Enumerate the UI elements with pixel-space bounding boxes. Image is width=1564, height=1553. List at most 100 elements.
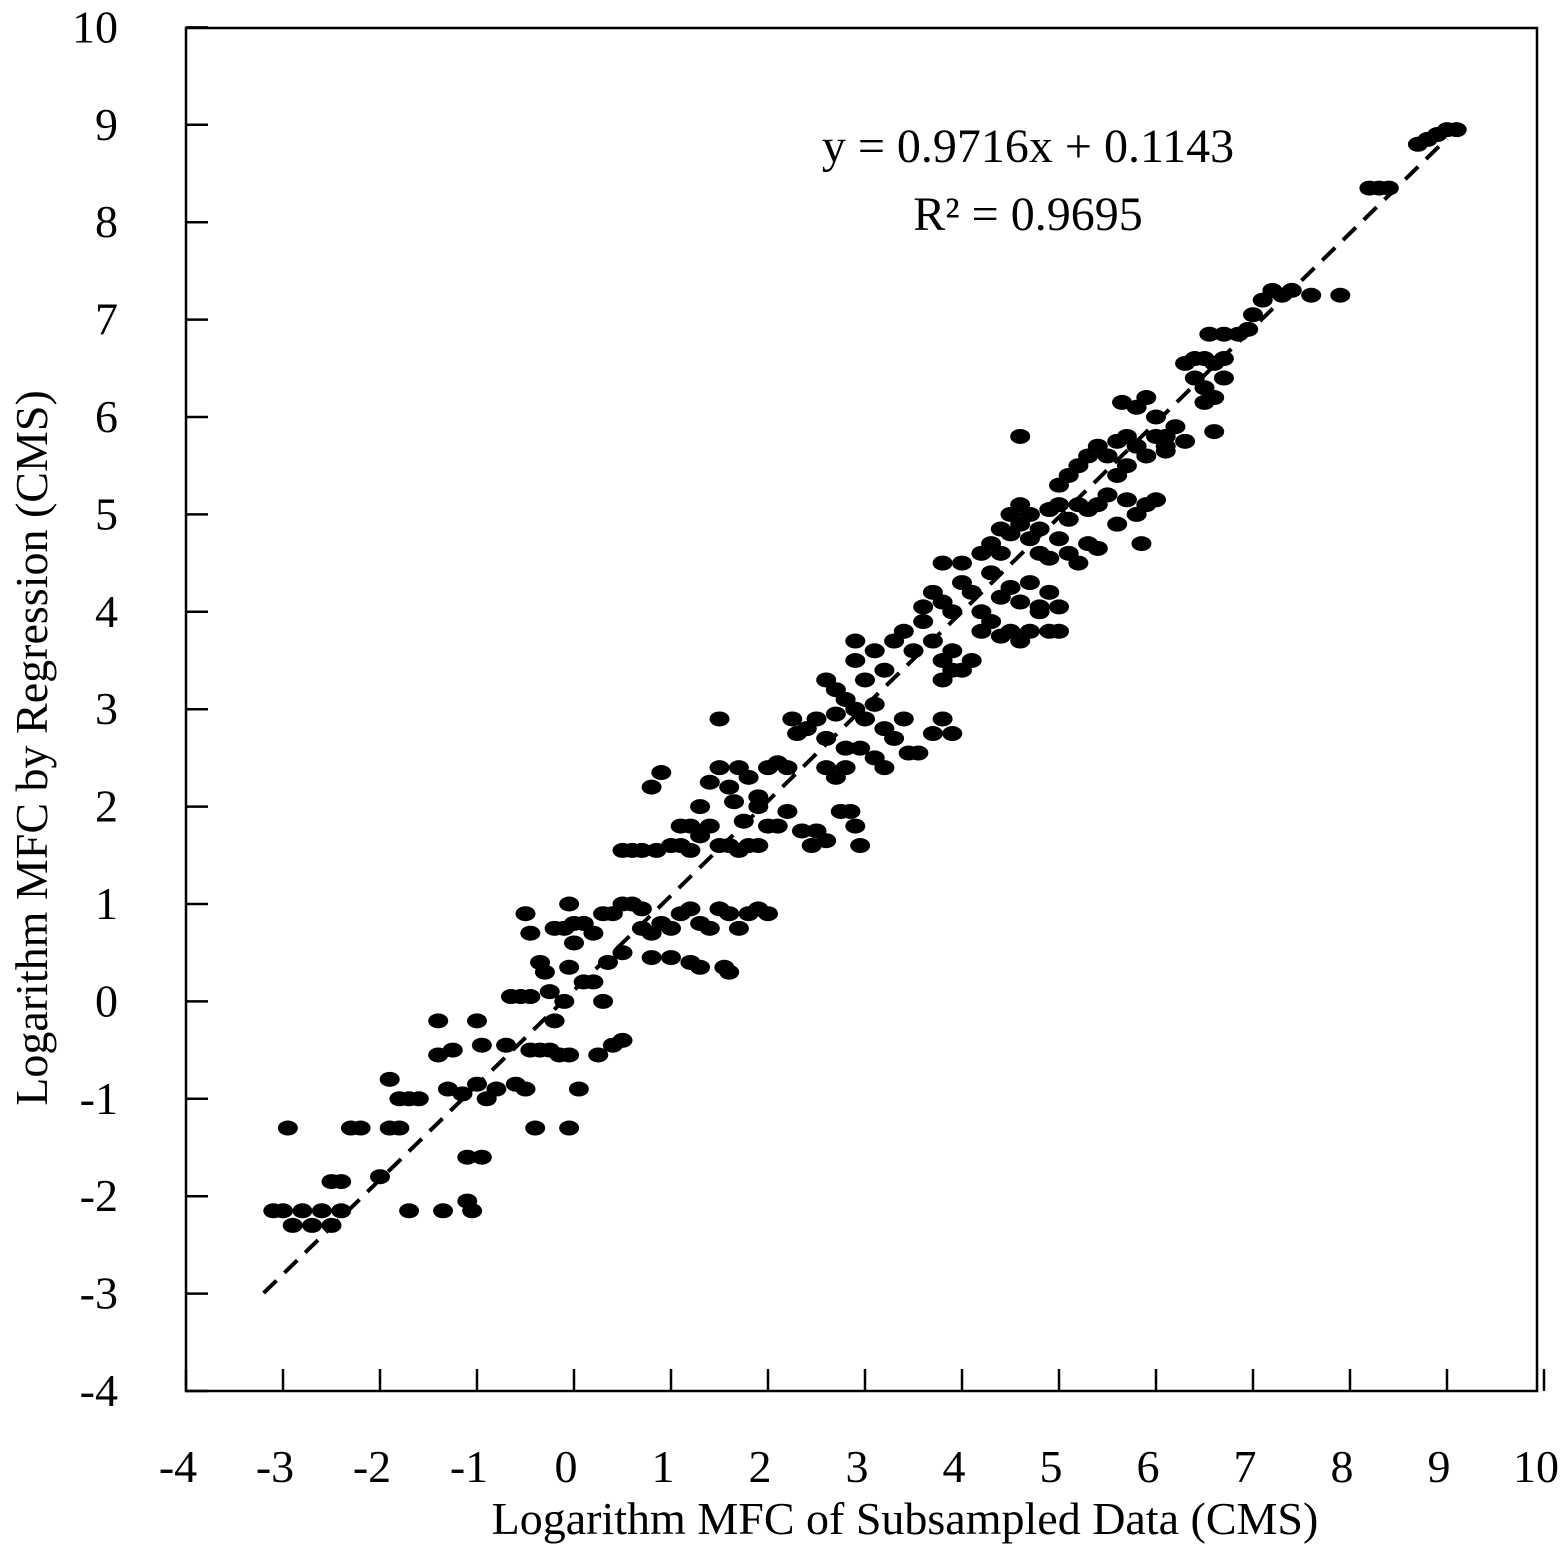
data-point: [661, 920, 681, 936]
data-point: [612, 1032, 633, 1048]
data-point: [1146, 492, 1166, 508]
data-point: [273, 1203, 293, 1219]
data-point: [282, 1217, 303, 1233]
data-point: [1446, 122, 1467, 138]
data-point: [932, 711, 953, 727]
data-point: [1213, 326, 1234, 342]
data-point: [845, 653, 866, 668]
data-point: [719, 964, 740, 980]
data-point: [457, 1149, 478, 1165]
data-point: [845, 633, 866, 649]
data-point: [588, 1047, 609, 1063]
data-point: [1087, 540, 1108, 556]
data-point: [1243, 307, 1263, 323]
data-point: [433, 1203, 454, 1219]
r-squared-label: R² = 0.9695: [913, 188, 1142, 241]
data-point: [782, 711, 803, 727]
data-point: [520, 989, 541, 1005]
x-tick-label: 7: [1234, 1441, 1257, 1492]
data-point: [471, 1037, 492, 1053]
data-points: [263, 122, 1467, 1233]
data-point: [350, 1120, 371, 1136]
y-tick-label: 0: [95, 975, 118, 1026]
y-tick-label: 3: [95, 683, 118, 734]
data-point: [1116, 492, 1137, 508]
data-point: [442, 1042, 463, 1058]
data-point: [1165, 419, 1186, 435]
data-point: [641, 779, 662, 795]
y-tick-label: 8: [95, 196, 118, 247]
x-axis: -4 -3 -2 -1 0 1 2 3 4 5 6 7 8 9 10: [159, 1369, 1559, 1492]
data-point: [1010, 594, 1031, 610]
data-point: [758, 906, 778, 922]
data-point: [651, 765, 672, 781]
x-tick-label: 5: [1040, 1441, 1063, 1492]
data-point: [855, 711, 875, 727]
data-point: [559, 896, 580, 912]
data-point: [845, 818, 866, 834]
data-point: [942, 643, 963, 659]
x-tick-label: 1: [652, 1441, 675, 1492]
data-point: [816, 730, 837, 746]
data-point: [331, 1203, 352, 1219]
data-point: [961, 653, 982, 668]
data-point: [1010, 497, 1031, 513]
data-point: [631, 842, 652, 858]
data-point: [791, 823, 812, 839]
data-point: [515, 1081, 536, 1097]
x-tick-label: 8: [1331, 1441, 1354, 1492]
data-point: [855, 672, 875, 688]
data-point: [777, 760, 798, 776]
data-point: [1049, 497, 1069, 513]
data-point: [1068, 555, 1089, 571]
data-point: [452, 1086, 473, 1102]
data-point: [864, 643, 885, 659]
y-tick-label: 10: [72, 1, 118, 52]
data-point: [990, 521, 1011, 537]
data-point: [709, 711, 730, 727]
data-point: [1136, 448, 1157, 464]
x-tick-label: 9: [1428, 1441, 1451, 1492]
data-point: [462, 1203, 483, 1219]
y-tick-label: 7: [95, 294, 118, 345]
data-point: [1097, 487, 1118, 503]
data-point: [913, 614, 934, 630]
data-point: [331, 1174, 352, 1190]
data-point: [835, 691, 856, 707]
data-point: [389, 1120, 410, 1136]
regression-equation: y = 0.9716x + 0.1143: [822, 120, 1234, 173]
data-point: [699, 818, 720, 834]
data-point: [1136, 390, 1157, 406]
data-point: [593, 993, 614, 1009]
data-point: [690, 799, 711, 815]
x-tick-label: -3: [256, 1441, 294, 1492]
data-point: [520, 925, 541, 941]
data-point: [428, 1013, 449, 1029]
data-point: [525, 1120, 546, 1136]
data-point: [1058, 511, 1079, 527]
data-point: [850, 740, 871, 756]
data-point: [1010, 428, 1031, 444]
data-point: [302, 1217, 323, 1233]
x-tick-label: 10: [1513, 1441, 1559, 1492]
data-point: [311, 1203, 332, 1219]
data-point: [738, 769, 759, 785]
data-point: [1213, 370, 1234, 386]
x-tick-label: 4: [943, 1441, 966, 1492]
x-tick-label: 3: [846, 1441, 869, 1492]
data-point: [597, 954, 618, 970]
data-point: [1116, 458, 1137, 474]
data-point: [1000, 579, 1021, 595]
y-tick-label: 5: [95, 488, 118, 539]
data-point: [1019, 575, 1040, 591]
x-tick-label: 0: [555, 1441, 578, 1492]
y-tick-label: 6: [95, 391, 118, 442]
data-point: [661, 950, 681, 966]
data-point: [748, 838, 769, 854]
data-point: [699, 920, 720, 936]
x-tick-label: 2: [749, 1441, 772, 1492]
data-point: [719, 779, 740, 795]
data-point: [922, 726, 943, 742]
x-tick-label: -4: [159, 1441, 197, 1492]
data-point: [496, 1037, 517, 1053]
